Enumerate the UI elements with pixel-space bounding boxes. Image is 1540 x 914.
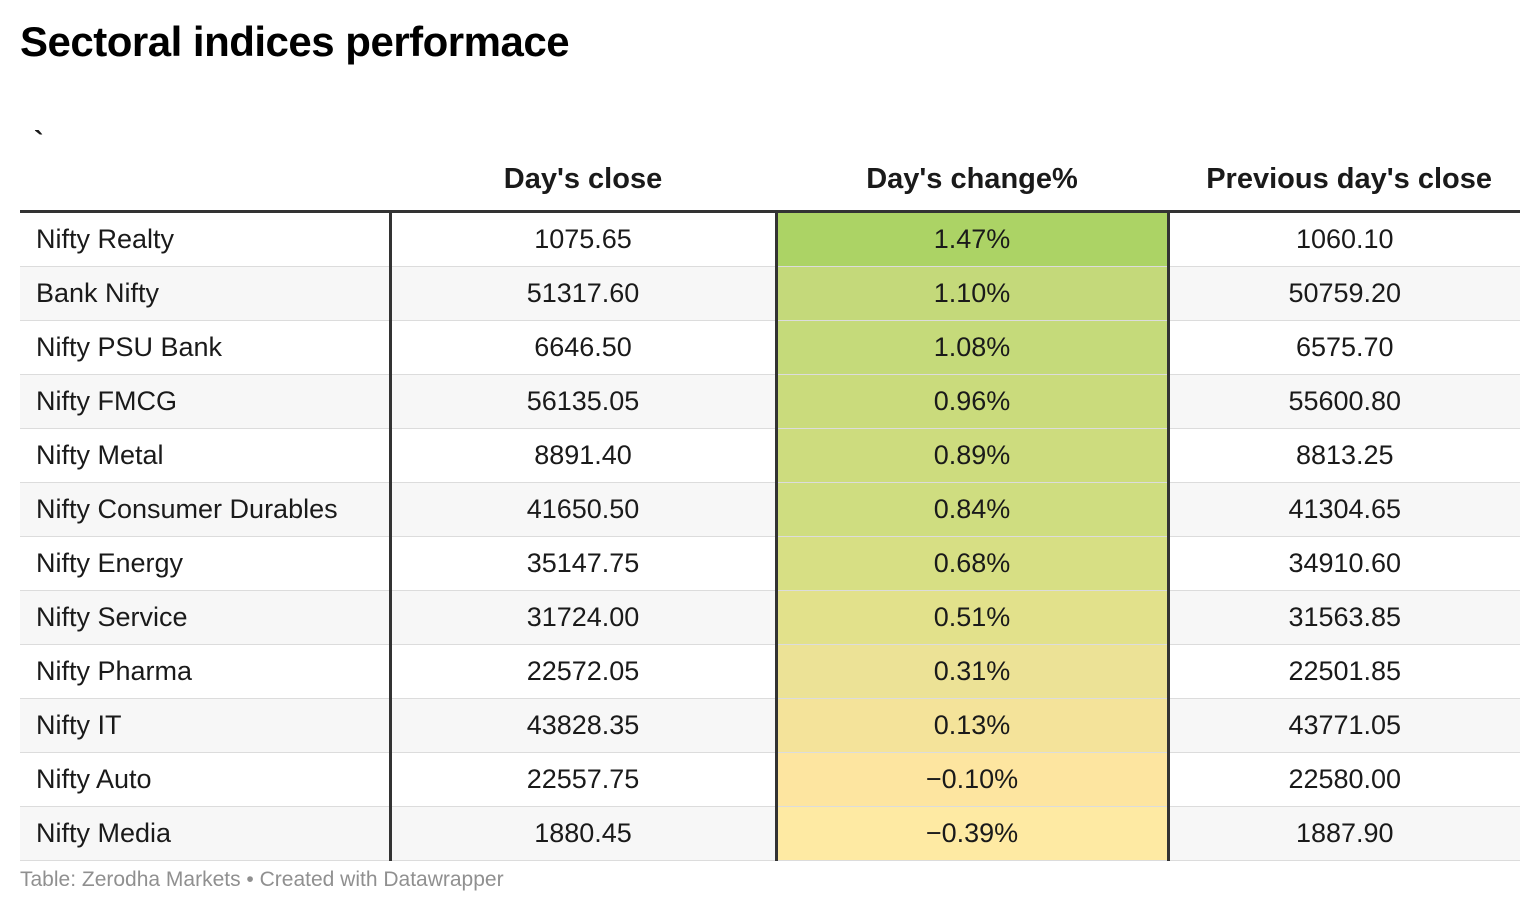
header-row: ` Day's close Day's change% Previous day… [20, 108, 1520, 213]
days-close-cell: 22557.75 [390, 752, 778, 807]
days-close-cell: 35147.75 [390, 536, 778, 591]
table-row: Bank Nifty 51317.60 1.10% 50759.20 [20, 266, 1520, 321]
table-body: Nifty Realty 1075.65 1.47% 1060.10 Bank Nift… [20, 211, 1520, 861]
days-close-cell: 43828.35 [390, 698, 778, 753]
previous-close-cell: 1060.10 [1168, 211, 1520, 267]
index-name-cell: Nifty IT [20, 698, 392, 753]
table-row: Nifty Service 31724.00 0.51% 31563.85 [20, 590, 1520, 645]
header-days-change: Day's change% [776, 108, 1168, 213]
table-row: Nifty PSU Bank 6646.50 1.08% 6575.70 [20, 320, 1520, 375]
table-row: Nifty Realty 1075.65 1.47% 1060.10 [20, 211, 1520, 267]
days-close-cell: 1075.65 [390, 211, 778, 267]
previous-close-cell: 1887.90 [1168, 806, 1520, 861]
days-close-cell: 1880.45 [390, 806, 778, 861]
table-row: Nifty Metal 8891.40 0.89% 8813.25 [20, 428, 1520, 483]
index-name-cell: Nifty Metal [20, 428, 392, 483]
index-name-cell: Nifty Realty [20, 211, 392, 267]
days-change-cell: 0.96% [776, 374, 1170, 429]
table-row: Nifty IT 43828.35 0.13% 43771.05 [20, 698, 1520, 753]
days-change-cell: 1.08% [776, 320, 1170, 375]
days-close-cell: 56135.05 [390, 374, 778, 429]
header-index-name: ` [20, 108, 390, 213]
days-change-cell: 0.31% [776, 644, 1170, 699]
index-name-cell: Nifty Auto [20, 752, 392, 807]
index-name-cell: Bank Nifty [20, 266, 392, 321]
table-row: Nifty Consumer Durables 41650.50 0.84% 4130… [20, 482, 1520, 537]
index-name-cell: Nifty Pharma [20, 644, 392, 699]
days-change-cell: 0.84% [776, 482, 1170, 537]
index-name-cell: Nifty Service [20, 590, 392, 645]
index-name-cell: Nifty PSU Bank [20, 320, 392, 375]
days-close-cell: 41650.50 [390, 482, 778, 537]
previous-close-cell: 31563.85 [1168, 590, 1520, 645]
previous-close-cell: 41304.65 [1168, 482, 1520, 537]
index-name-cell: Nifty Consumer Durables [20, 482, 392, 537]
days-close-cell: 31724.00 [390, 590, 778, 645]
days-change-cell: 1.10% [776, 266, 1170, 321]
table-row: Nifty Energy 35147.75 0.68% 34910.60 [20, 536, 1520, 591]
index-name-cell: Nifty Energy [20, 536, 392, 591]
sectoral-indices-table: ` Day's close Day's change% Previous day… [20, 108, 1520, 861]
previous-close-cell: 22580.00 [1168, 752, 1520, 807]
previous-close-cell: 6575.70 [1168, 320, 1520, 375]
previous-close-cell: 43771.05 [1168, 698, 1520, 753]
days-change-cell: 0.13% [776, 698, 1170, 753]
days-close-cell: 51317.60 [390, 266, 778, 321]
days-change-cell: 1.47% [776, 211, 1170, 267]
days-change-cell: −0.39% [776, 806, 1170, 861]
days-close-cell: 22572.05 [390, 644, 778, 699]
previous-close-cell: 55600.80 [1168, 374, 1520, 429]
previous-close-cell: 34910.60 [1168, 536, 1520, 591]
header-days-close: Day's close [390, 108, 776, 213]
days-change-cell: 0.68% [776, 536, 1170, 591]
index-name-cell: Nifty Media [20, 806, 392, 861]
table-header: ` Day's close Day's change% Previous day… [20, 108, 1520, 213]
previous-close-cell: 8813.25 [1168, 428, 1520, 483]
days-change-cell: 0.51% [776, 590, 1170, 645]
source-footer: Table: Zerodha Markets • Created with Da… [20, 868, 504, 891]
header-previous-close: Previous day's close [1168, 108, 1520, 213]
table-row: Nifty Auto 22557.75 −0.10% 22580.00 [20, 752, 1520, 807]
days-close-cell: 6646.50 [390, 320, 778, 375]
previous-close-cell: 50759.20 [1168, 266, 1520, 321]
table-row: Nifty Pharma 22572.05 0.31% 22501.85 [20, 644, 1520, 699]
table-row: Nifty FMCG 56135.05 0.96% 55600.80 [20, 374, 1520, 429]
table-row: Nifty Media 1880.45 −0.39% 1887.90 [20, 806, 1520, 861]
chart-title: Sectoral indices performace [20, 18, 570, 65]
days-change-cell: 0.89% [776, 428, 1170, 483]
index-name-cell: Nifty FMCG [20, 374, 392, 429]
days-close-cell: 8891.40 [390, 428, 778, 483]
previous-close-cell: 22501.85 [1168, 644, 1520, 699]
days-change-cell: −0.10% [776, 752, 1170, 807]
